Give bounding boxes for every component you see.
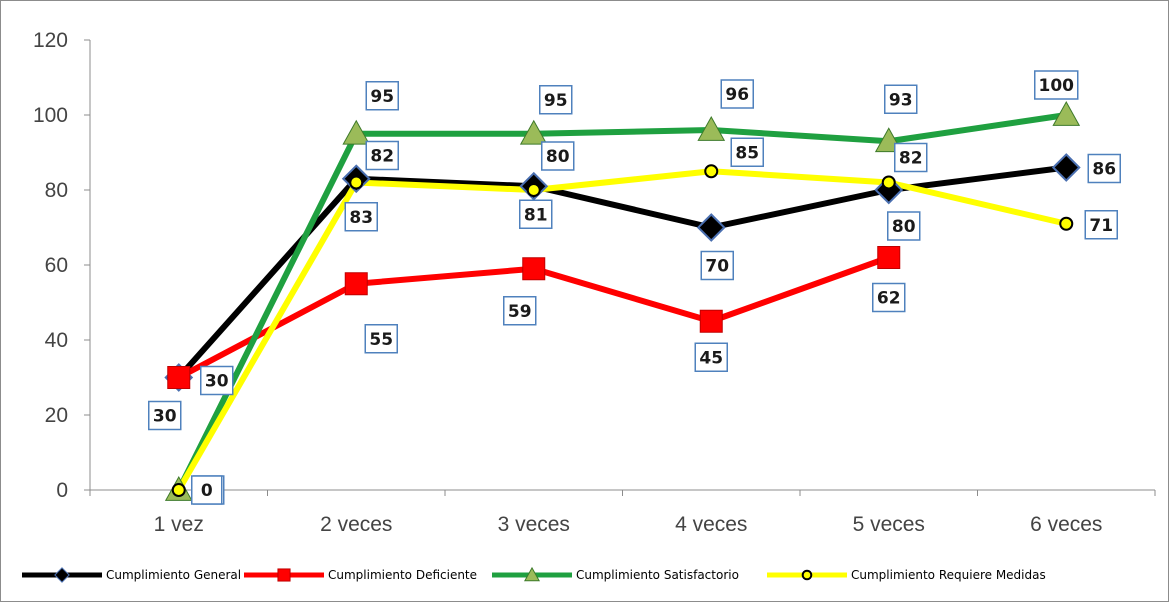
data-label-box-cumplimiento-deficiente [364,324,398,354]
y-tick-label: 20 [45,404,68,427]
point-cumplimiento-requiere-medidas [881,175,896,190]
legend: Cumplimiento General Cumplimiento Deficie… [22,566,1046,583]
point-cumplimiento-requiere-medidas [171,483,186,497]
legend-marker-cumplimiento-deficiente [277,568,291,582]
series-line-cumplimiento-requiere-medidas [176,168,1067,492]
data-label-box-cumplimiento-deficiente [694,342,728,372]
series-lines [164,100,1081,501]
y-tick-label: 100 [33,104,68,127]
data-label-box-cumplimiento-requiere-medidas [1084,210,1118,240]
data-label-box-cumplimiento-satisfactorio [539,85,573,115]
data-label-cumplimiento-deficiente: 30 [205,372,229,392]
point-cumplimiento-requiere-medidas [349,175,364,190]
data-label-cumplimiento-general: 83 [349,208,373,228]
data-label-box-cumplimiento-satisfactorio [884,84,918,114]
point-cumplimiento-requiere-medidas [704,164,719,179]
legend-entry-cumplimiento-deficiente: Cumplimiento Deficiente [328,568,477,582]
point-cumplimiento-deficiente [344,272,368,296]
data-label-cumplimiento-deficiente: 59 [508,302,532,322]
data-label-cumplimiento-requiere-medidas: 82 [899,149,923,169]
point-cumplimiento-satisfactorio [697,115,726,141]
data-labels: 3083817080863055594562095959693100082808… [148,70,1121,505]
data-label-cumplimiento-general: 81 [524,205,548,225]
data-label-cumplimiento-deficiente: 45 [699,348,723,368]
data-label-box-cumplimiento-requiere-medidas [730,137,764,167]
data-label-box-cumplimiento-general [344,202,378,232]
data-label-cumplimiento-satisfactorio: 95 [370,87,394,107]
x-tick-label: 6 veces [1030,513,1102,536]
x-tick-label: 5 veces [853,513,925,536]
data-label-cumplimiento-requiere-medidas: 0 [201,481,213,501]
data-label-box-cumplimiento-general [148,400,182,431]
data-label-cumplimiento-general: 86 [1092,160,1116,180]
data-label-box-cumplimiento-requiere-medidas [541,141,575,171]
y-tick-label: 60 [45,254,68,277]
legend-marker-cumplimiento-requiere-medidas [801,569,813,581]
point-cumplimiento-requiere-medidas [1059,216,1074,231]
data-label-cumplimiento-general: 80 [892,217,916,237]
point-cumplimiento-satisfactorio [519,119,548,145]
point-cumplimiento-satisfactorio [342,119,371,145]
point-cumplimiento-general [1051,153,1081,182]
data-label-cumplimiento-requiere-medidas: 80 [546,147,570,167]
legend-marker-cumplimiento-satisfactorio [524,566,540,582]
point-cumplimiento-general [696,213,726,242]
point-cumplimiento-deficiente [522,257,546,281]
data-label-cumplimiento-deficiente: 62 [877,289,901,309]
legend-entry-cumplimiento-satisfactorio: Cumplimiento Satisfactorio [576,568,739,582]
data-label-cumplimiento-satisfactorio: 100 [1039,76,1075,96]
x-tick-label: 3 veces [498,513,570,536]
point-cumplimiento-requiere-medidas [526,183,541,197]
data-label-box-cumplimiento-deficiente [872,282,906,313]
series-line-cumplimiento-general [176,164,1067,380]
data-label-box-cumplimiento-general [700,250,734,281]
legend-marker-cumplimiento-general [54,567,70,583]
data-label-box-cumplimiento-general [519,199,553,229]
data-label-cumplimiento-satisfactorio: 93 [889,90,913,110]
point-cumplimiento-deficiente [167,366,191,389]
data-label-box-cumplimiento-general [887,211,921,241]
series-line-cumplimiento-satisfactorio [176,112,1067,492]
y-tick-label: 120 [33,29,68,52]
data-label-cumplimiento-requiere-medidas: 85 [735,143,759,163]
data-label-box-cumplimiento-satisfactorio [1034,70,1079,100]
data-label-cumplimiento-satisfactorio: 95 [544,91,568,111]
data-label-cumplimiento-deficiente: 55 [369,330,393,350]
data-label-cumplimiento-requiere-medidas: 71 [1089,216,1113,236]
x-tick-label: 4 veces [675,513,747,536]
data-label-box-cumplimiento-requiere-medidas [365,140,399,171]
data-label-cumplimiento-general: 70 [705,257,729,277]
data-label-box-cumplimiento-deficiente [503,296,537,326]
point-cumplimiento-deficiente [699,309,723,333]
data-label-cumplimiento-requiere-medidas: 82 [370,147,394,167]
point-cumplimiento-deficiente [877,246,901,269]
data-label-cumplimiento-satisfactorio: 96 [725,85,749,105]
data-label-box-cumplimiento-requiere-medidas [191,475,223,505]
data-label-box-cumplimiento-satisfactorio [365,81,399,111]
y-tick-label: 80 [45,179,68,202]
data-label-box-cumplimiento-satisfactorio [720,79,754,109]
x-tick-label: 1 vez [154,513,204,536]
x-tick-label: 2 veces [320,513,392,536]
axes: 0 20 40 60 80 100 120 1 vez 2 veces 3 veces 4 vece… [33,29,1156,536]
legend-entry-cumplimiento-general: Cumplimiento General [106,568,241,582]
y-tick-label: 40 [45,329,68,352]
point-cumplimiento-satisfactorio [1052,100,1081,126]
data-label-cumplimiento-general: 30 [153,407,177,427]
data-label-box-cumplimiento-requiere-medidas [894,142,928,173]
legend-entry-cumplimiento-requiere-medidas: Cumplimiento Requiere Medidas [851,568,1046,582]
data-label-box-cumplimiento-general [1087,153,1121,184]
y-tick-label: 0 [56,479,68,502]
data-label-box-cumplimiento-deficiente [200,365,234,396]
